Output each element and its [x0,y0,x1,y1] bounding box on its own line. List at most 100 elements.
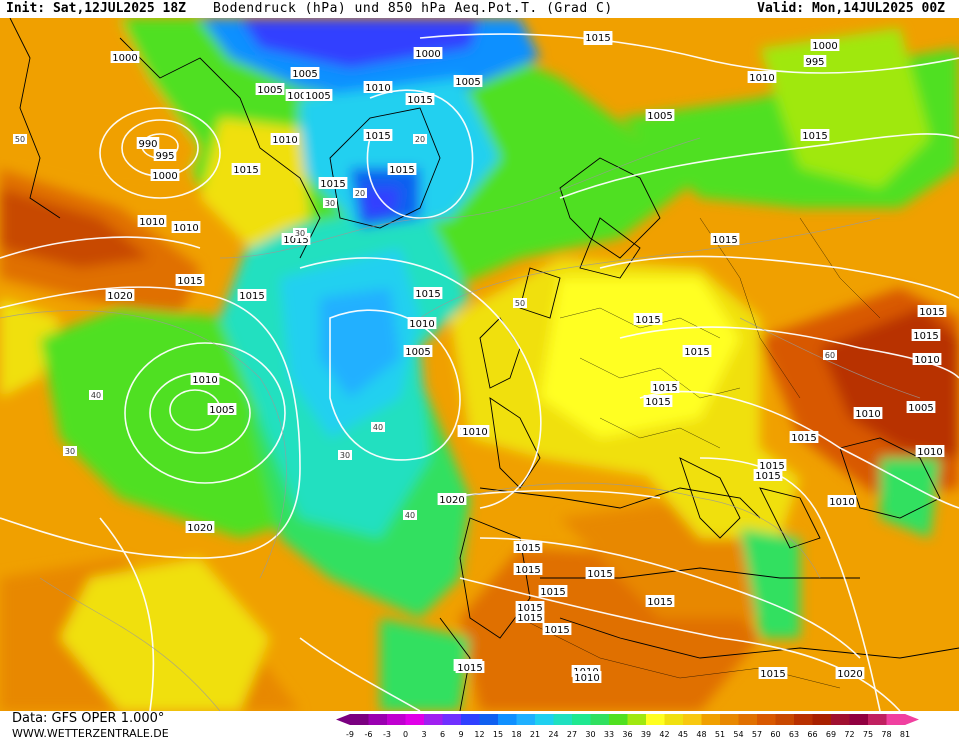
scale-tick-label: 66 [807,730,817,739]
svg-text:1005: 1005 [209,405,234,416]
scale-tick-label: 18 [511,730,521,739]
isobar-label: 1010 [915,445,945,458]
isobar-label: 1015 [231,163,261,176]
svg-text:1015: 1015 [755,471,780,482]
isobar-label: 1015 [757,459,787,472]
theta-e-label: 20 [353,188,367,198]
scale-tick-label: 60 [770,730,780,739]
isobar-label: 1015 [542,623,572,636]
svg-text:1005: 1005 [292,69,317,80]
isobar-label: 1015 [800,129,830,142]
scale-tick-label: 75 [863,730,873,739]
weather-map[interactable]: 1000 995 990 1000 1010 1010 1015 1020 1015 1010 10… [0,18,959,711]
isobar-label: 1010 [270,133,300,146]
svg-text:1010: 1010 [574,673,599,684]
scale-tick-label: 6 [440,730,445,739]
theta-e-label: 40 [89,390,103,400]
svg-text:1015: 1015 [802,131,827,142]
theta-e-label: 40 [371,422,385,432]
scale-tick-label: 48 [696,730,706,739]
scale-tick-label: 69 [826,730,836,739]
svg-text:995: 995 [805,57,824,68]
scale-tick-label: 15 [493,730,503,739]
isobar-label: 995 [803,55,827,68]
svg-text:1020: 1020 [187,523,212,534]
scale-swatch [627,714,647,725]
scale-swatch [886,714,906,725]
isobar-label: 1015 [413,287,443,300]
scale-swatch [442,714,462,725]
svg-text:1015: 1015 [457,663,482,674]
theta-e-contours [0,137,921,711]
theta-e-label: 30 [338,450,352,460]
svg-text:1020: 1020 [439,495,464,506]
svg-text:1005: 1005 [455,77,480,88]
svg-text:1015: 1015 [540,587,565,598]
isobar-label: 1010 [747,71,777,84]
scale-swatch [868,714,887,725]
svg-text:1010: 1010 [173,223,198,234]
scale-swatch [609,714,628,725]
svg-text:1015: 1015 [635,315,660,326]
scale-tick-label: 33 [604,730,614,739]
scale-swatch [590,714,610,725]
svg-text:1015: 1015 [177,276,202,287]
scale-tick-label: 78 [881,730,891,739]
scale-tick-label: -6 [365,730,373,739]
isobar-label: 1015 [405,93,435,106]
svg-text:20: 20 [355,189,365,198]
scale-swatch [572,714,591,725]
scale-tick-label: 51 [715,730,725,739]
svg-text:1000: 1000 [812,41,837,52]
scale-tick-label: 30 [585,730,595,739]
isobar-label: 1005 [207,403,237,416]
scale-swatch [757,714,776,725]
theta-e-label: 40 [403,510,417,520]
scale-tick-label: 45 [678,730,688,739]
svg-text:1010: 1010 [855,409,880,420]
isobar-label: 1000 [110,51,140,64]
scale-tick-label: 54 [733,730,743,739]
scale-swatch [664,714,684,725]
isobar-label: 1015 [753,469,783,482]
scale-swatch [516,714,536,725]
isobar-label: 1005 [290,67,320,80]
svg-text:1015: 1015 [684,347,709,358]
scale-tick-label: 72 [844,730,854,739]
map-title: Bodendruck (hPa) und 850 hPa Aeq.Pot.T. … [213,1,613,16]
isobar-label: 1015 [175,274,205,287]
svg-text:1010: 1010 [409,319,434,330]
scale-swatch [831,714,850,725]
svg-text:1015: 1015 [389,165,414,176]
svg-text:1015: 1015 [320,179,345,190]
isobar-label: 1015 [643,395,673,408]
svg-text:1005: 1005 [257,85,282,96]
scale-tick-label: 42 [659,730,669,739]
isobar-label: 1005 [453,75,483,88]
svg-text:30: 30 [325,199,335,208]
svg-text:1015: 1015 [760,669,785,680]
svg-text:1015: 1015 [239,291,264,302]
map-header: Init: Sat,12JUL2025 18Z Bodendruck (hPa)… [0,0,959,18]
svg-text:1015: 1015 [791,433,816,444]
svg-text:1015: 1015 [515,565,540,576]
theta-e-label: 20 [413,134,427,144]
svg-text:50: 50 [515,299,525,308]
scale-tick-label: 9 [458,730,463,739]
isobar-label: 1010 [171,221,201,234]
svg-text:1005: 1005 [647,111,672,122]
isobar-label: 1000 [150,169,180,182]
svg-text:50: 50 [15,135,25,144]
svg-text:1010: 1010 [192,375,217,386]
scale-tick-label: 24 [548,730,558,739]
theta-e-label: 50 [513,298,527,308]
scale-tick-label: 0 [403,730,408,739]
scale-swatch [812,714,832,725]
svg-text:30: 30 [65,447,75,456]
theta-e-label: 60 [823,350,837,360]
svg-text:1015: 1015 [517,603,542,614]
isobar-label: 1015 [387,163,417,176]
svg-text:30: 30 [295,229,305,238]
scale-swatch [849,714,869,725]
